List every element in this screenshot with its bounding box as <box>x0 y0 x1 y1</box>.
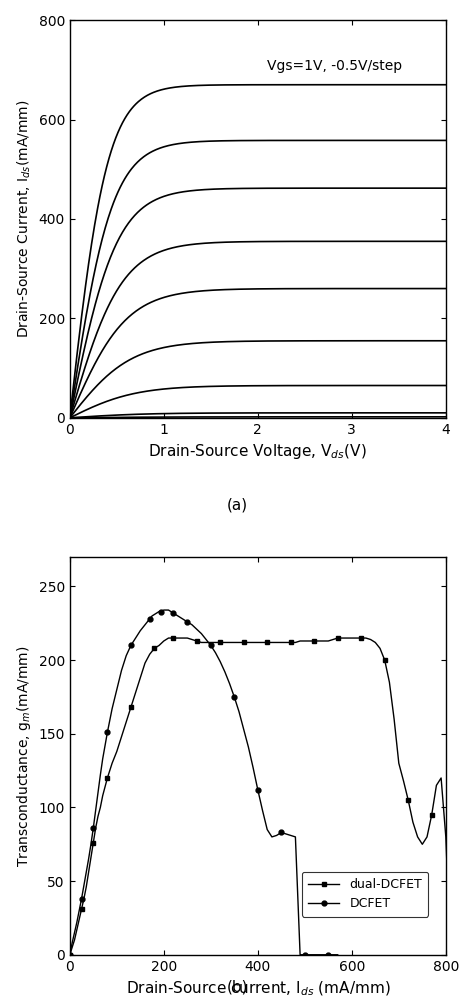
DCFET <box>175 610 181 622</box>
dual-DCFET <box>95 810 101 822</box>
DCFET <box>335 949 340 961</box>
DCFET <box>283 828 289 840</box>
DCFET <box>292 831 298 843</box>
dual-DCFET <box>447 949 453 961</box>
DCFET <box>109 702 115 715</box>
dual-DCFET <box>67 949 73 961</box>
Text: Vgs=1V, -0.5V/step: Vgs=1V, -0.5V/step <box>267 59 402 72</box>
Y-axis label: Drain-Source Current, I$_{ds}$(mA/mm): Drain-Source Current, I$_{ds}$(mA/mm) <box>16 99 33 339</box>
X-axis label: Drain-Source current, I$_{ds}$ (mA/mm): Drain-Source current, I$_{ds}$ (mA/mm) <box>126 979 390 998</box>
dual-DCFET <box>391 713 397 725</box>
DCFET <box>161 604 167 616</box>
X-axis label: Drain-Source Voltage, V$_{ds}$(V): Drain-Source Voltage, V$_{ds}$(V) <box>148 442 367 461</box>
Text: (b): (b) <box>226 980 248 995</box>
Y-axis label: Transconductance, g$_m$(mA/mm): Transconductance, g$_m$(mA/mm) <box>15 645 33 866</box>
dual-DCFET <box>382 654 388 666</box>
DCFET <box>67 949 73 961</box>
DCFET <box>145 616 150 628</box>
dual-DCFET <box>165 632 171 644</box>
Legend: dual-DCFET, DCFET: dual-DCFET, DCFET <box>302 872 428 917</box>
DCFET <box>307 949 312 961</box>
dual-DCFET <box>161 635 167 647</box>
Line: dual-DCFET: dual-DCFET <box>67 635 453 957</box>
dual-DCFET <box>434 779 439 791</box>
dual-DCFET <box>326 635 331 647</box>
Text: (a): (a) <box>227 497 247 513</box>
Line: DCFET: DCFET <box>67 608 340 957</box>
